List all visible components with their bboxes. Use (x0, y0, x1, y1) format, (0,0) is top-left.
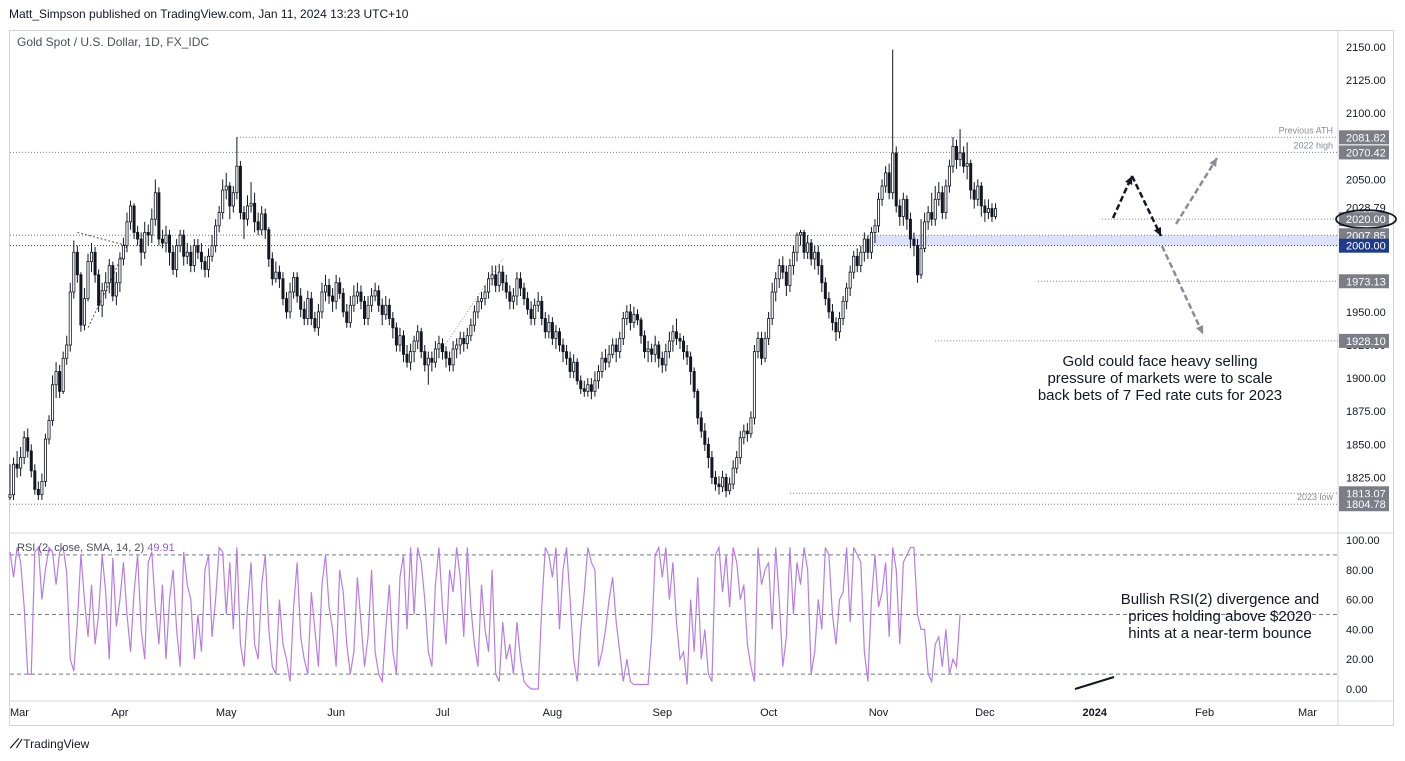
chart-frame[interactable] (9, 30, 1394, 726)
tradingview-brand: TradingView (23, 737, 90, 751)
rsi-legend[interactable]: RSI (2, close, SMA, 14, 2) 49.91 (17, 542, 175, 554)
rsi-legend-value: 49.91 (147, 542, 175, 554)
publisher-header: Matt_Simpson published on TradingView.co… (9, 7, 409, 21)
tradingview-logo-icon: ⟋⁄ (10, 736, 20, 751)
symbol-legend[interactable]: Gold Spot / U.S. Dollar, 1D, FX_IDC (17, 35, 210, 49)
tradingview-logo[interactable]: ⟋⁄ TradingView (10, 736, 89, 752)
rsi-legend-label: RSI (2, close, SMA, 14, 2) (17, 542, 145, 554)
